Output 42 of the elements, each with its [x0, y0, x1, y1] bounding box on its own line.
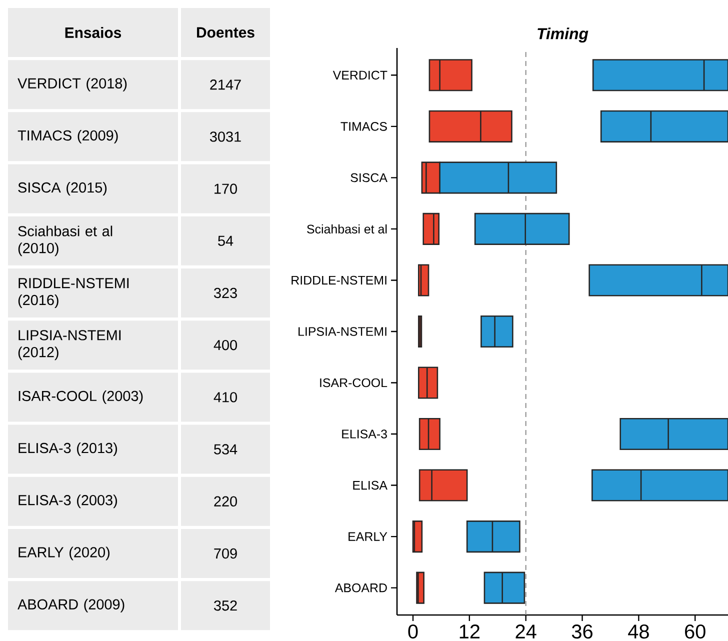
y-tick-label: TIMACS — [340, 122, 387, 131]
text: TIMACS (2009) — [18, 130, 118, 144]
text: ISAR-COOL (2003) — [18, 390, 143, 404]
y-tick-label: EARLY — [348, 532, 388, 541]
y-tick-label: RIDDLE-NSTEMI — [292, 276, 386, 285]
text: LIPSIA-NSTEMI (2012) — [18, 330, 121, 360]
text: 410 — [214, 392, 237, 402]
text: ABOARD (2009) — [18, 598, 124, 612]
y-tick-label: ABOARD — [334, 583, 387, 592]
text: RIDDLE-NSTEMI (2016) — [18, 278, 129, 308]
y-tick-label: SISCA — [350, 173, 388, 182]
text: ELISA-3 (2003) — [18, 494, 117, 508]
text: Ensaios — [65, 27, 122, 38]
text: SISCA (2015) — [18, 182, 107, 196]
text: Doentes — [197, 27, 254, 38]
text: VERDICT (2018) — [18, 78, 127, 92]
text: EARLY (2020) — [18, 546, 110, 560]
y-tick-label: ISAR-COOL — [320, 378, 388, 388]
text: 352 — [214, 600, 237, 611]
x-tick-label: 24 — [516, 624, 536, 638]
text: ELISA-3 (2013) — [18, 442, 117, 456]
text: 323 — [214, 288, 237, 298]
y-tick-label: VERDICT — [332, 70, 388, 80]
x-tick-label: 60 — [685, 624, 706, 639]
y-tick-label: ELISA — [353, 480, 388, 490]
text: 709 — [214, 548, 237, 559]
chart-title: Timing — [538, 28, 588, 42]
text: 220 — [214, 496, 237, 506]
text: 54 — [218, 236, 234, 246]
text: 534 — [214, 444, 238, 454]
x-tick-label: 36 — [572, 624, 592, 639]
y-tick-label: LIPSIA-NSTEMI — [298, 327, 386, 336]
x-tick-label: 0 — [408, 624, 418, 639]
x-tick-label: 12 — [460, 624, 480, 638]
text: 170 — [214, 184, 237, 194]
text: 3031 — [210, 132, 241, 142]
y-tick-label: Sciahbasi et al — [307, 224, 387, 234]
text: 2147 — [210, 80, 241, 90]
text: 400 — [214, 340, 237, 350]
x-tick-label: 48 — [628, 624, 649, 639]
text: Sciahbasi et al (2010) — [18, 226, 112, 256]
y-tick-label: ELISA-3 — [342, 430, 387, 438]
